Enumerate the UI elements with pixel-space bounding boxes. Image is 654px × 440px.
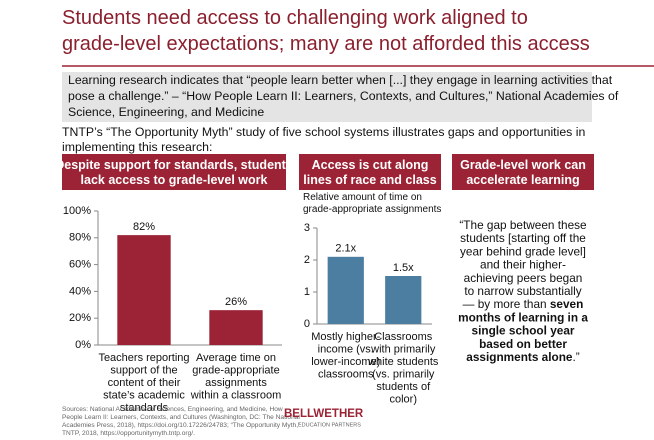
intro-box — [62, 72, 592, 122]
quote-text: .” — [573, 350, 580, 364]
value-label: 1.5x — [393, 262, 414, 274]
y-tick-label: 40% — [69, 285, 91, 297]
quote-line: months of learning in a — [458, 311, 588, 325]
value-label: 2.1x — [335, 243, 356, 255]
quote-line: students [starting off the — [460, 231, 586, 245]
x-tick-label: Teachers reporting support of the content … — [98, 352, 189, 414]
bar — [385, 276, 422, 324]
header-box — [62, 154, 286, 190]
sources: Sources: National Academies of Sciences,… — [62, 406, 300, 437]
quote-line: based on better — [479, 337, 567, 351]
y-tick-label: 100% — [63, 205, 91, 217]
logo-name: BELLWETHER — [284, 408, 364, 420]
quote-text: students [starting off the — [460, 231, 586, 245]
lead: TNTP’s “The Opportunity Myth” study of f… — [62, 125, 585, 154]
y-tick-label: 3 — [304, 222, 310, 234]
logo-tagline: EDUCATION PARTNERS — [298, 422, 361, 428]
quote-line: assignments alone.” — [466, 350, 579, 364]
quote-text: to narrow substantially — [464, 284, 581, 298]
header-box — [452, 154, 594, 190]
chart-title: Despite support for standards, students l… — [55, 158, 293, 187]
intro: Learning research indicates that “people… — [68, 73, 619, 119]
value-label: 26% — [225, 296, 247, 308]
y-tick-label: 2 — [304, 254, 310, 266]
y-tick-label: 80% — [69, 232, 91, 244]
y-tick-label: 60% — [69, 259, 91, 271]
quote-line: to narrow substantially — [464, 284, 581, 298]
quote-line: “The gap between these — [459, 218, 587, 232]
quote-text: “The gap between these — [459, 218, 587, 232]
x-tick-label: Classrooms with primarily white students (v… — [367, 331, 439, 406]
quote-text: single school year — [472, 324, 575, 338]
value-label: 82% — [133, 221, 155, 233]
quote-text: — by more than — [463, 297, 550, 311]
header-box — [299, 154, 441, 190]
quote-text: based on better — [479, 337, 567, 351]
quote-text: achieving peers began — [464, 271, 583, 285]
quote-text: months of learning in a — [458, 311, 588, 325]
quote-text: seven — [550, 297, 583, 311]
x-tick-label: Mostly higher-income (vs. lower-income) cl… — [311, 331, 380, 381]
quote-line: and their higher- — [480, 258, 566, 272]
x-tick-label: Average time on grade-appropriate assignme… — [190, 352, 281, 402]
quote-line: — by more than seven — [463, 297, 584, 311]
quote-line: year behind grade level] — [460, 245, 586, 259]
title: Students need access to challenging work… — [62, 7, 590, 55]
quote-heading: Grade-level work can accelerate learning — [460, 158, 586, 187]
bar — [327, 256, 364, 324]
chart-title: Access is cut along lines of race and cla… — [303, 158, 436, 187]
y-tick-label: 1 — [304, 286, 310, 298]
quote-line: single school year — [472, 324, 575, 338]
quote-line: achieving peers began — [464, 271, 583, 285]
y-tick-label: 20% — [69, 312, 91, 324]
quote-text: year behind grade level] — [460, 245, 586, 259]
y-tick-label: 0 — [304, 318, 310, 330]
y-tick-label: 0% — [75, 339, 91, 351]
bar — [209, 310, 263, 345]
quote-text: assignments alone — [466, 350, 573, 364]
bar — [117, 235, 171, 345]
quote-text: and their higher- — [480, 258, 566, 272]
chart-subtitle: Relative amount of time on grade-appropri… — [303, 192, 441, 215]
